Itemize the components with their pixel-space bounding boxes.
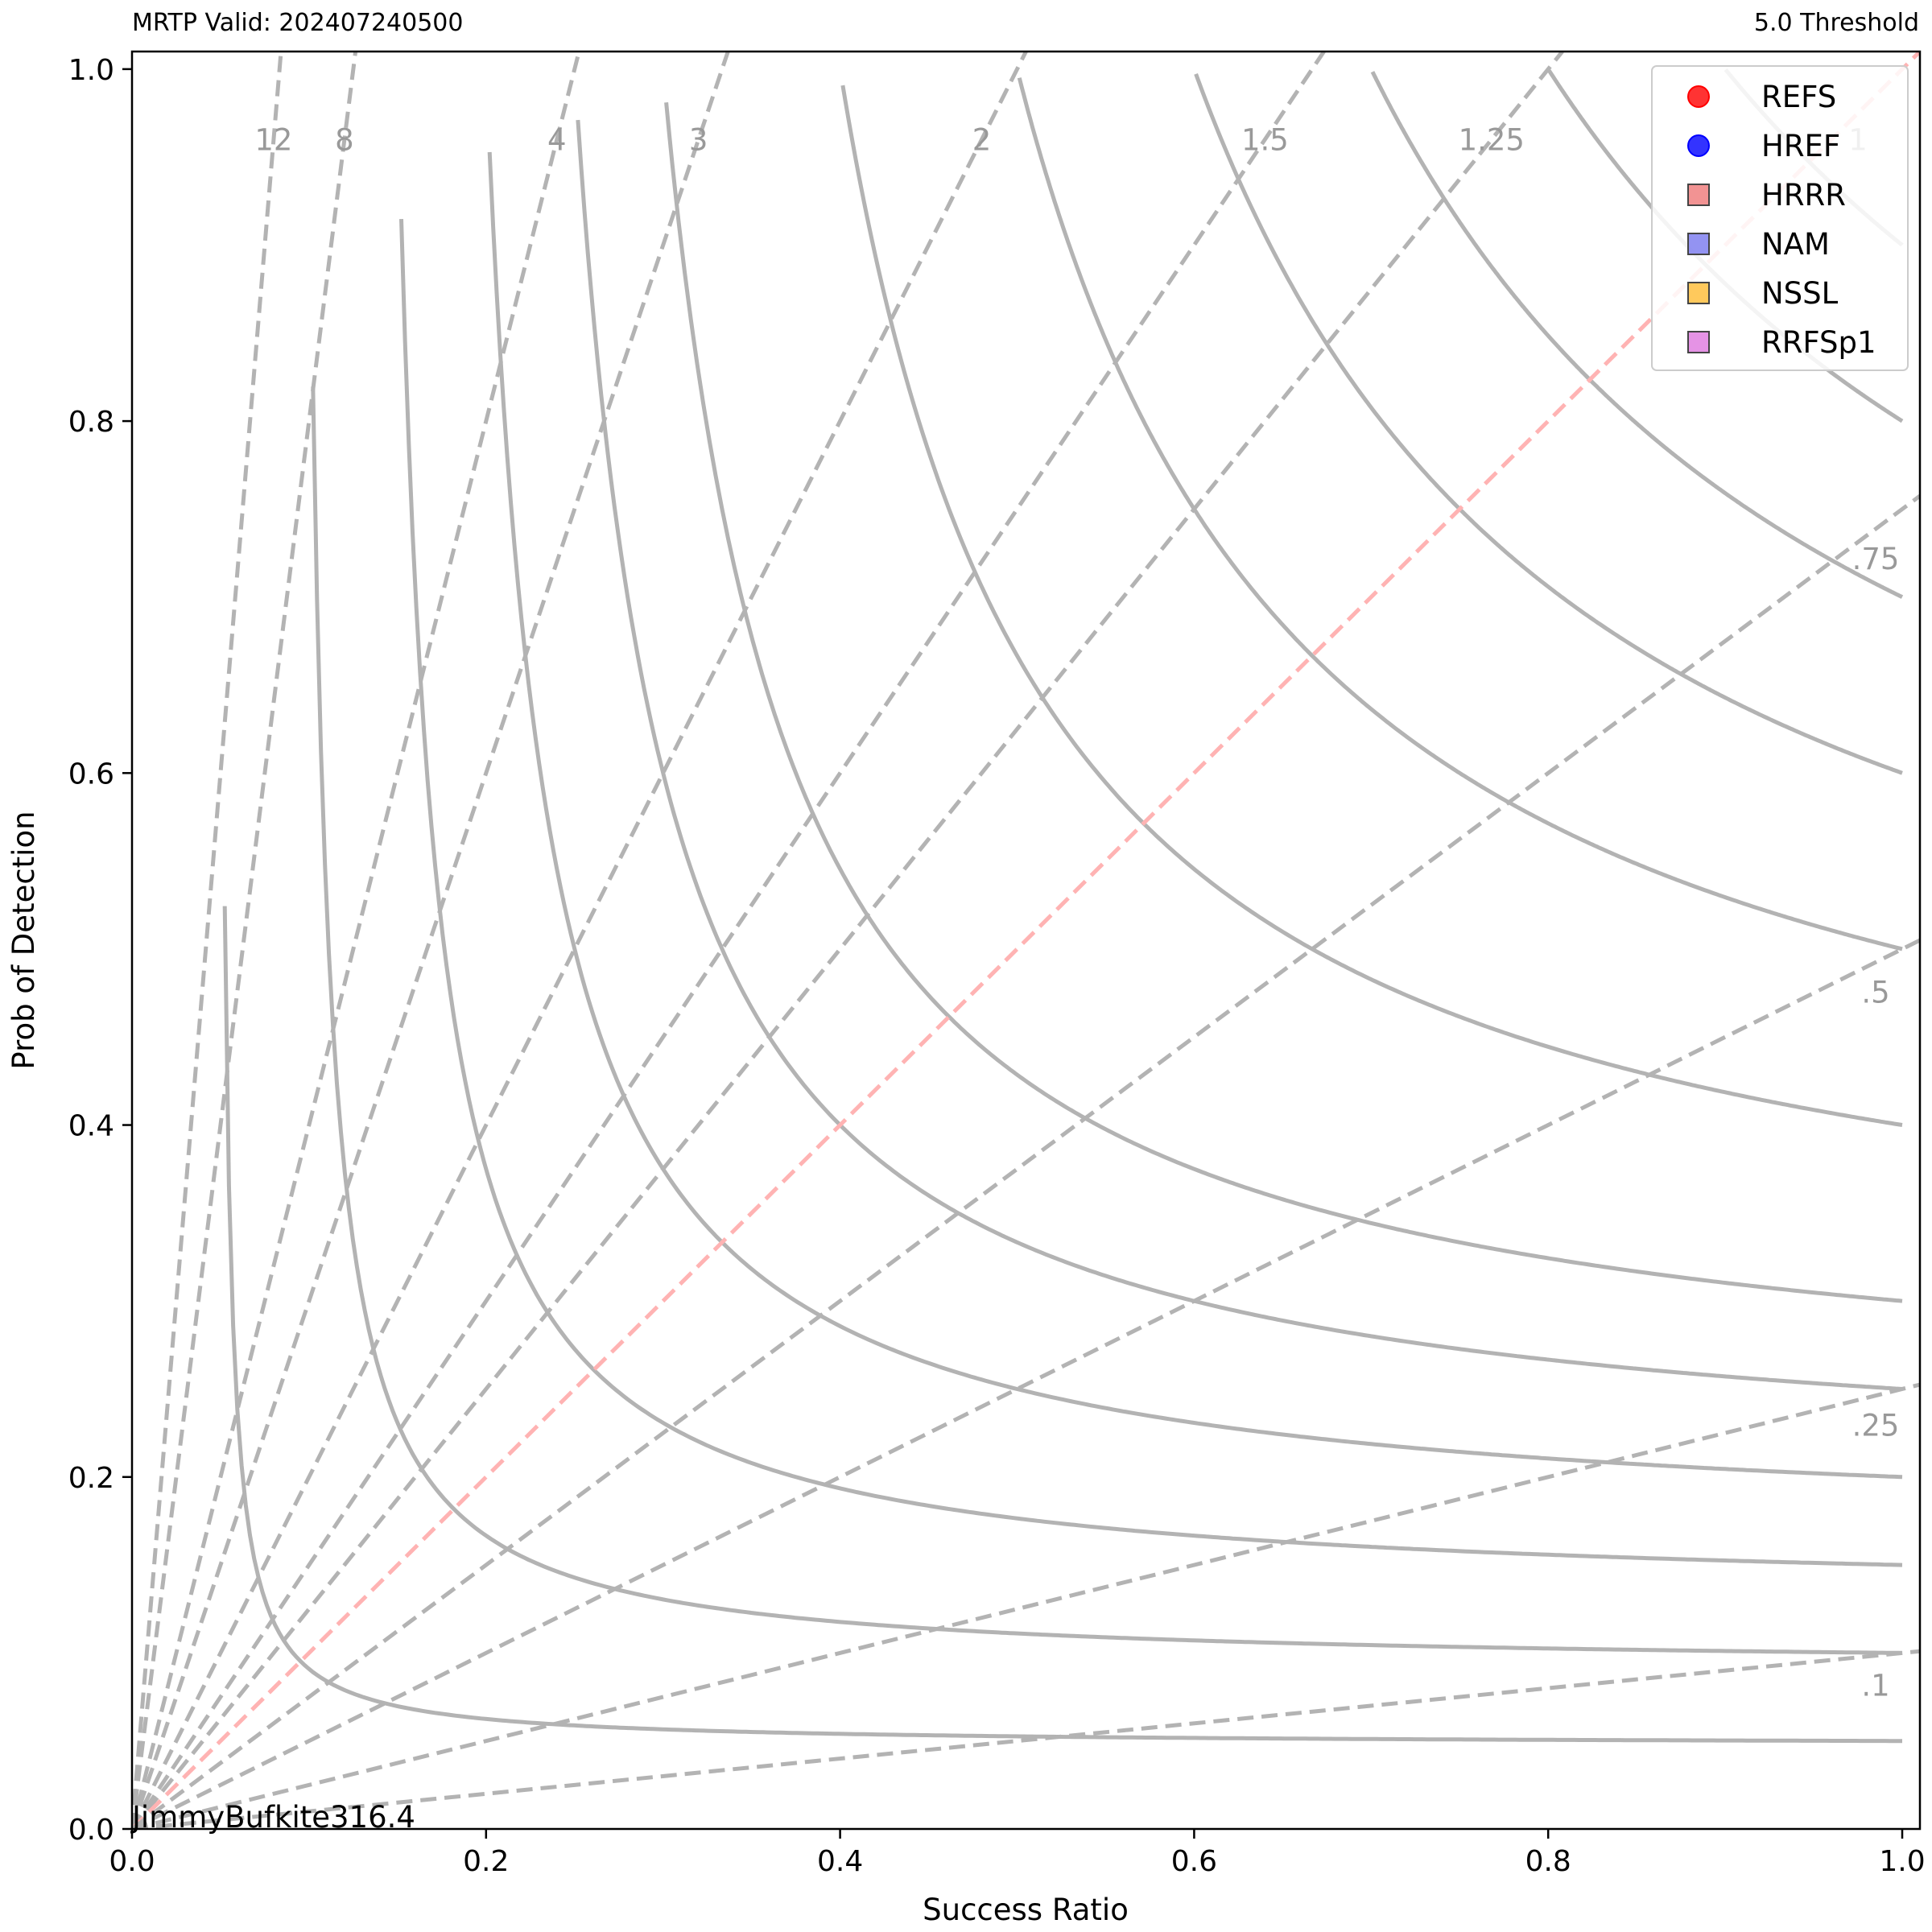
bias-label-10: .25 [1852,1409,1900,1443]
bias-label-6: 1.25 [1459,122,1525,157]
bias-line-10 [132,1382,1920,1829]
bias-label-5: 1.5 [1241,122,1289,157]
legend-label-rrfsp1: RRFSp1 [1761,325,1876,360]
bias-label-4: 2 [972,122,992,157]
header-threshold: 5.0 Threshold [1754,9,1919,37]
csi-contour-9 [1370,71,1904,599]
legend-marker-nam [1687,233,1710,255]
x-tick-label-2: 0.4 [817,1845,863,1878]
csi-contour-2 [399,219,1903,1567]
y-tick-label-3: 0.6 [68,758,114,791]
bias-line-9 [132,938,1920,1829]
legend-label-refs: REFS [1761,80,1836,114]
bias-line-0 [132,52,283,1829]
csi-contour-7 [1017,77,1903,952]
x-tick-label-3: 0.6 [1171,1845,1217,1878]
bias-line-8 [132,493,1920,1829]
legend-marker-refs [1687,85,1710,108]
x-tick-label-0: 0.0 [109,1845,155,1878]
csi-contour-5 [664,102,1903,1303]
csi-contour-6 [840,85,1903,1127]
y-axis-ticks: 0.0 0.2 0.4 0.6 0.8 1.0 [68,54,132,1847]
bias-line-2 [132,52,581,1829]
y-tick-label-5: 1.0 [68,54,114,87]
legend-marker-rrfsp1 [1687,331,1710,353]
x-axis-ticks: 0.0 0.2 0.4 0.6 0.8 1.0 [109,1829,1926,1878]
plot-frame [130,50,1922,1831]
y-tick-label-0: 0.0 [68,1814,114,1847]
csi-contour-8 [1194,73,1903,775]
csi-contour-1 [311,386,1903,1655]
csi-contour-4 [576,119,1903,1391]
bias-label-11: .1 [1861,1669,1889,1703]
bias-line-7 [132,52,1920,1829]
bias-line-4 [132,52,1028,1829]
x-tick-label-4: 0.8 [1525,1845,1571,1878]
footer-credit: JimmyBufkite316.4 [130,1800,415,1835]
x-axis-label: Success Ratio [923,1893,1129,1927]
bias-label-0: 12 [254,122,292,157]
bias-label-1: 8 [335,122,354,157]
bias-label-2: 4 [547,122,567,157]
x-tick-label-5: 1.0 [1879,1845,1925,1878]
y-tick-label-1: 0.2 [68,1462,114,1495]
bias-line-6 [132,52,1564,1829]
bias-line-1 [132,52,358,1829]
legend-label-href: HREF [1761,129,1840,163]
legend-marker-href [1687,134,1710,157]
legend-label-nssl: NSSL [1761,276,1839,311]
legend-label-hrrr: HRRR [1761,178,1846,213]
legend-marker-hrrr [1687,184,1710,206]
bias-line-11 [132,1649,1920,1829]
legend-label-nam: NAM [1761,227,1830,262]
bias-label-9: .5 [1861,975,1889,1009]
y-tick-label-4: 0.8 [68,406,114,439]
y-axis-label: Prob of Detection [6,811,41,1069]
legend-box [1651,65,1909,371]
y-tick-label-2: 0.4 [68,1110,114,1143]
bias-label-8: .75 [1852,542,1900,576]
x-tick-label-1: 0.2 [463,1845,509,1878]
bias-lines [132,52,1920,1829]
legend: REFS HREF HRRR NAM NSSL RRFSp1 [1651,65,1909,371]
bias-line-5 [132,52,1326,1829]
legend-marker-nssl [1687,282,1710,304]
header-valid-time: MRTP Valid: 202407240500 [132,9,463,37]
csi-contour-0 [222,906,1902,1744]
csi-contour-3 [487,151,1903,1480]
bias-line-3 [132,52,730,1829]
bias-label-3: 3 [689,122,708,157]
